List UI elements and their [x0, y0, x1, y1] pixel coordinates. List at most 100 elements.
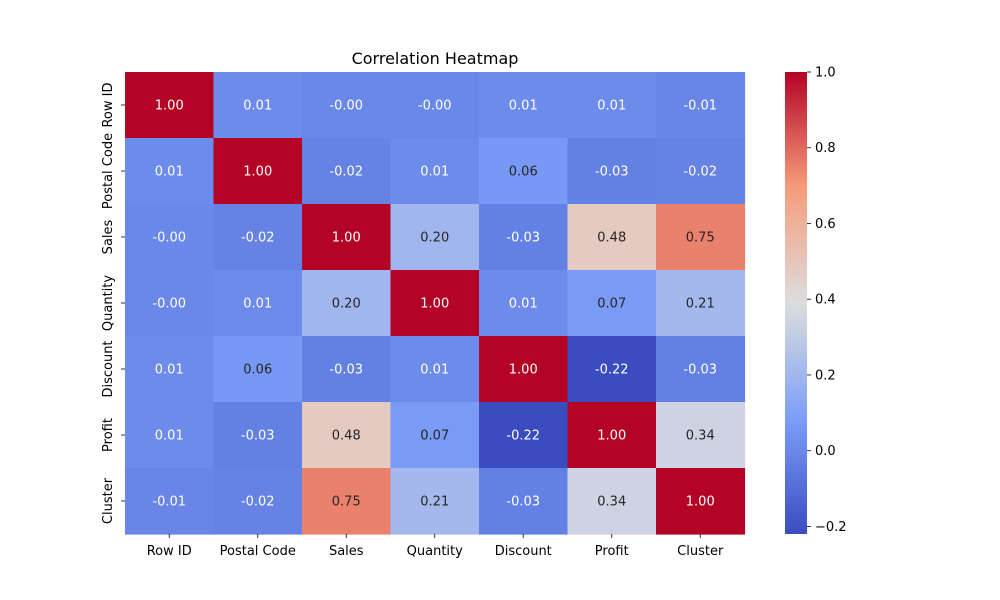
- heatmap-cell: [479, 72, 569, 139]
- heatmap-cell: [125, 204, 215, 271]
- cell-value-label: 0.75: [332, 495, 361, 510]
- heatmap-cell: [302, 402, 392, 469]
- y-tick-label: Sales: [101, 219, 116, 254]
- cell-value-label: 1.00: [509, 363, 538, 378]
- cell-value-label: 0.07: [420, 429, 449, 444]
- heatmap-cell: [479, 468, 569, 535]
- colorbar-tick-label: −0.2: [815, 520, 847, 535]
- cell-value-label: 0.01: [420, 363, 449, 378]
- cell-value-label: 0.21: [686, 297, 715, 312]
- x-tick-label: Cluster: [677, 544, 724, 559]
- cell-value-label: -0.22: [595, 363, 629, 378]
- cell-value-label: 0.01: [509, 99, 538, 114]
- cell-value-label: -0.00: [329, 99, 363, 114]
- heatmap-cell: [302, 270, 392, 337]
- colorbar: −0.2 0.0 0.2 0.4 0.6 0.8 1.0: [785, 66, 847, 535]
- y-axis: Row ID Postal Code Sales Quantity Discount Pr…: [101, 82, 125, 524]
- cell-value-label: 0.07: [597, 297, 626, 312]
- heatmap-cell: [125, 336, 215, 403]
- cell-value-label: 0.06: [243, 363, 272, 378]
- cell-value-label: 0.01: [420, 165, 449, 180]
- heatmap-cell: [213, 138, 303, 205]
- heatmap-cell: [567, 72, 657, 139]
- cell-value-label: -0.03: [329, 363, 363, 378]
- heatmap-cell: [213, 72, 303, 139]
- heatmap-cell: [390, 204, 480, 271]
- colorbar-tick-label: 0.4: [815, 293, 836, 308]
- cell-value-label: -0.00: [152, 231, 186, 246]
- heatmap-cell: [479, 402, 569, 469]
- x-tick-label: Quantity: [407, 544, 463, 559]
- heatmap-cell: [125, 138, 215, 205]
- cell-value-label: 0.48: [597, 231, 626, 246]
- cell-value-label: 0.01: [243, 99, 272, 114]
- heatmap-cell: [213, 468, 303, 535]
- cell-value-label: -0.02: [241, 495, 275, 510]
- y-tick-label: Quantity: [101, 275, 116, 331]
- cell-value-label: 0.01: [597, 99, 626, 114]
- cell-value-label: -0.03: [506, 495, 540, 510]
- chart-title: Correlation Heatmap: [352, 49, 519, 68]
- cell-value-label: 1.00: [243, 165, 272, 180]
- heatmap-cell: [302, 204, 392, 271]
- heatmap-cell: [567, 270, 657, 337]
- cell-value-label: 1.00: [332, 231, 361, 246]
- x-tick-label: Sales: [329, 544, 364, 559]
- cell-value-label: 0.21: [420, 495, 449, 510]
- cell-value-label: -0.00: [152, 297, 186, 312]
- heatmap-cell: [567, 468, 657, 535]
- heatmap-cell: [125, 72, 215, 139]
- cell-value-label: 1.00: [686, 495, 715, 510]
- heatmap-cell: [125, 402, 215, 469]
- cell-value-label: 0.06: [509, 165, 538, 180]
- heatmap-cell: [302, 336, 392, 403]
- heatmap-cell: [390, 138, 480, 205]
- x-tick-label: Row ID: [147, 544, 192, 559]
- heatmap-cell: [390, 336, 480, 403]
- heatmap-cell: [302, 138, 392, 205]
- y-tick-label: Row ID: [101, 82, 116, 127]
- y-tick-label: Discount: [101, 340, 116, 397]
- heatmap-cell: [656, 270, 746, 337]
- cell-value-label: -0.01: [152, 495, 186, 510]
- heatmap-cell: [125, 468, 215, 535]
- cell-value-label: -0.02: [241, 231, 275, 246]
- x-tick-label: Profit: [595, 544, 629, 559]
- x-tick-label: Postal Code: [220, 544, 296, 559]
- colorbar-tick-label: 0.8: [815, 141, 836, 156]
- heatmap-cell: [656, 204, 746, 271]
- cell-value-label: -0.00: [418, 99, 452, 114]
- heatmap-cell: [390, 72, 480, 139]
- cell-value-label: 0.01: [155, 363, 184, 378]
- cell-value-label: -0.03: [506, 231, 540, 246]
- heatmap-cell: [567, 336, 657, 403]
- heatmap-cell: [479, 336, 569, 403]
- cell-value-label: 0.01: [509, 297, 538, 312]
- cell-value-label: 1.00: [597, 429, 626, 444]
- heatmap-cell: [213, 204, 303, 271]
- heatmap-cell: [302, 72, 392, 139]
- heatmap-cells: 1.00 0.01 -0.00 -0.00 0.01 0.01 -0.01 0.01 1.00 -…: [125, 72, 746, 535]
- heatmap-cell: [390, 402, 480, 469]
- cell-value-label: 0.75: [686, 231, 715, 246]
- cell-value-label: 1.00: [420, 297, 449, 312]
- heatmap-cell: [567, 138, 657, 205]
- cell-value-label: 0.20: [332, 297, 361, 312]
- cell-value-label: 0.20: [420, 231, 449, 246]
- x-axis: Row ID Postal Code Sales Quantity Discount Pr…: [147, 534, 724, 559]
- heatmap-cell: [479, 270, 569, 337]
- heatmap-cell: [479, 204, 569, 271]
- cell-value-label: -0.03: [683, 363, 717, 378]
- y-tick-label: Cluster: [101, 477, 116, 524]
- cell-value-label: 0.01: [155, 429, 184, 444]
- heatmap-cell: [479, 138, 569, 205]
- y-tick-label: Profit: [101, 418, 116, 452]
- cell-value-label: 0.01: [155, 165, 184, 180]
- heatmap-cell: [213, 270, 303, 337]
- colorbar-tick-label: 0.0: [815, 444, 836, 459]
- heatmap-cell: [125, 270, 215, 337]
- heatmap-cell: [567, 402, 657, 469]
- cell-value-label: 1.00: [155, 99, 184, 114]
